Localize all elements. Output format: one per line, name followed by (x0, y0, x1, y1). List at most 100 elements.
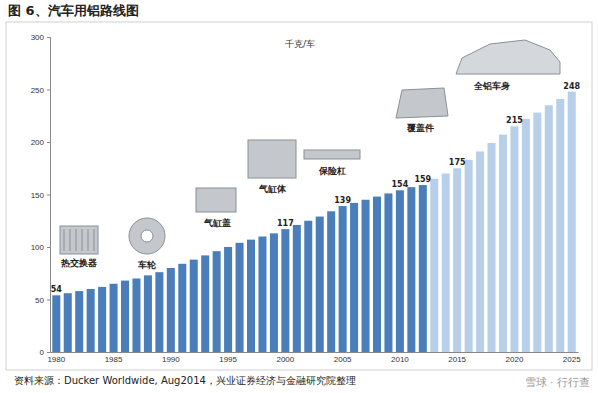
y-tick-label: 50 (35, 296, 44, 305)
icon-detail (70, 229, 71, 251)
bar (465, 160, 473, 352)
x-tick-label: 2020 (506, 355, 524, 364)
y-tick: 100 (31, 243, 50, 252)
y-axis-title: 千克/车 (285, 39, 315, 49)
data-label: 215 (506, 116, 523, 125)
annotation: 车轮 (137, 260, 157, 270)
x-tick: 1995 (219, 352, 237, 364)
x-tick: 2015 (448, 352, 466, 364)
icon-cylinder-block (248, 140, 296, 178)
annotation: 全铝车身 (473, 81, 510, 91)
icon-detail (94, 229, 95, 251)
bar (442, 174, 450, 353)
x-tick: 1980 (47, 352, 65, 364)
x-tick: 1990 (162, 352, 180, 364)
y-tick: 150 (31, 191, 50, 200)
bar (316, 217, 324, 352)
y-tick: 300 (31, 33, 50, 42)
bar (362, 200, 370, 352)
annotation: 气缸体 (258, 184, 287, 194)
icon-hood (396, 88, 448, 118)
icon-bumper (304, 150, 360, 159)
bar (236, 243, 244, 352)
y-axis: 050100150200250300 (31, 33, 51, 357)
x-tick-label: 2005 (334, 355, 352, 364)
y-tick-label: 0 (40, 348, 45, 357)
bar (224, 247, 232, 352)
title: 图 6、汽车用铝路线图 (8, 3, 139, 18)
frame (6, 22, 592, 370)
y-tick-label: 250 (31, 86, 45, 95)
y-tick-label: 100 (31, 243, 45, 252)
bars (52, 92, 575, 352)
bar (453, 168, 461, 352)
icon-radiator (60, 226, 98, 254)
bar (110, 284, 118, 352)
bar (64, 293, 72, 352)
icon-detail (64, 229, 65, 251)
source: 资料来源：Ducker Worldwide, Aug2014，兴业证券经济与金融… (14, 375, 356, 386)
bar (52, 295, 60, 352)
icon-detail (88, 229, 89, 251)
data-label: 117 (277, 219, 294, 228)
data-label: 248 (563, 82, 580, 91)
x-tick: 2010 (391, 352, 409, 364)
watermark: 雪球 · 行行查 (525, 376, 591, 389)
bar (384, 193, 392, 352)
bar (327, 211, 335, 352)
bar (510, 126, 518, 352)
x-tick: 1985 (105, 352, 123, 364)
data-labels: 54117139154159175215248 (51, 82, 581, 295)
data-label: 139 (334, 196, 351, 205)
bar (87, 289, 95, 352)
annotations: 热交换器车轮气缸盖气缸体保险杠覆盖件全铝车身 (60, 81, 510, 270)
bar (201, 255, 209, 352)
x-tick: 2000 (276, 352, 294, 364)
x-axis: 1980 1985 1990 1995 2000 2005 2010 2015 2020 2025 (47, 352, 581, 364)
bar (373, 197, 381, 352)
data-label: 175 (449, 158, 466, 167)
y-tick-mark (47, 300, 50, 301)
bar (430, 179, 438, 352)
bar (407, 187, 415, 352)
bar (545, 105, 553, 352)
x-tick-label: 1995 (219, 355, 237, 364)
bar (167, 268, 175, 352)
icon-detail (76, 229, 77, 251)
x-tick-label: 2015 (448, 355, 466, 364)
x-tick-label: 1985 (105, 355, 123, 364)
bar (270, 233, 278, 352)
bar (350, 203, 358, 352)
bar (155, 272, 163, 352)
icon-wheel (129, 218, 165, 254)
bar (247, 240, 255, 352)
chart: 图 6、汽车用铝路线图54117139154159175215248050100… (0, 0, 598, 393)
x-tick-label: 2000 (276, 355, 294, 364)
x-tick-label: 1990 (162, 355, 180, 364)
annotation: 热交换器 (60, 258, 97, 268)
bar (304, 221, 312, 352)
y-axis-line (47, 38, 51, 353)
icon-body (456, 40, 560, 74)
bar (533, 113, 541, 352)
annotation: 保险杠 (318, 166, 346, 176)
y-tick: 50 (35, 296, 50, 305)
data-label: 159 (414, 175, 431, 184)
x-tick-label: 2025 (563, 355, 581, 364)
bar (190, 260, 198, 352)
bar (281, 229, 289, 352)
bar (419, 185, 427, 352)
bar (568, 92, 576, 352)
y-tick-mark (47, 352, 50, 353)
y-tick-mark (47, 195, 50, 196)
x-tick: 2020 (506, 352, 524, 364)
bar (144, 275, 152, 352)
y-tick: 250 (31, 86, 50, 95)
y-tick-label: 300 (31, 33, 45, 42)
x-axis-line (51, 352, 579, 353)
bar (396, 190, 404, 352)
bar (293, 225, 301, 352)
icon-detail (141, 230, 153, 242)
y-tick-mark (47, 90, 50, 91)
bar (178, 264, 186, 352)
